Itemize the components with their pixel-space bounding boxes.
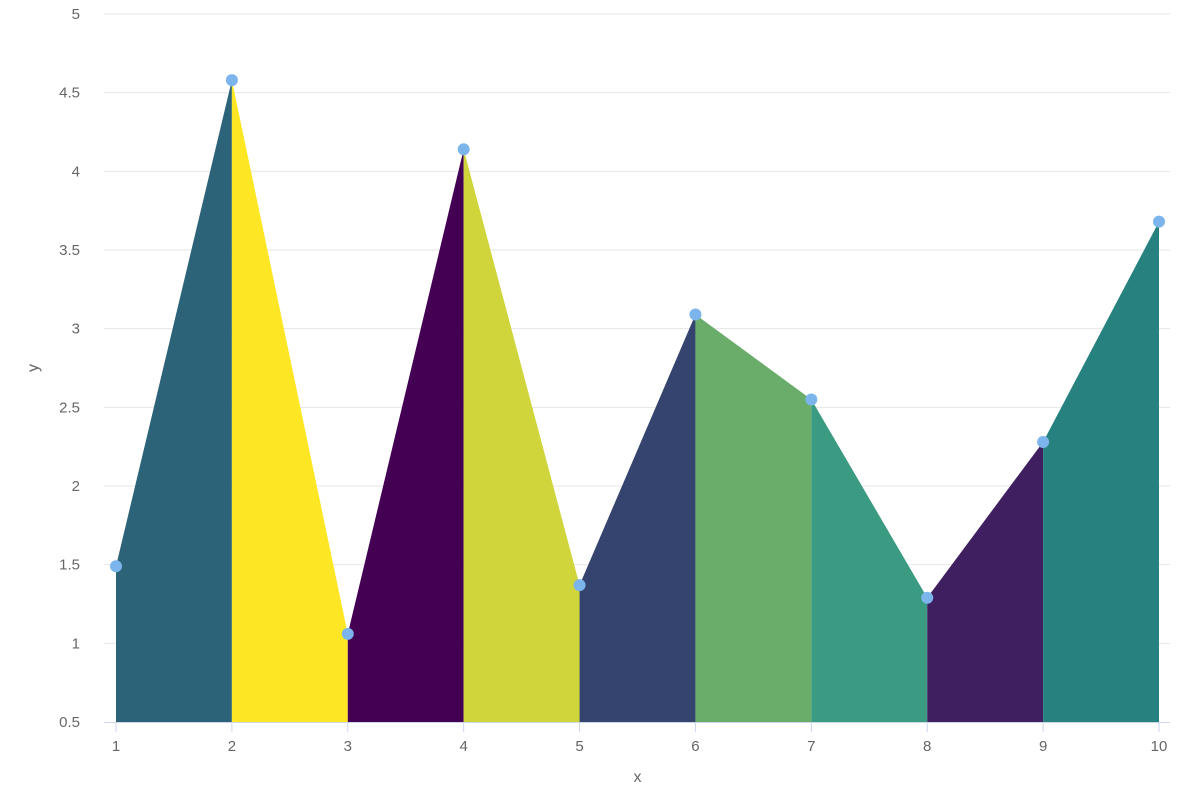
y-tick-label: 4.5 [59, 85, 80, 102]
x-tick-label: 3 [344, 738, 352, 755]
y-tick-label: 4 [72, 163, 80, 180]
area-segment [927, 441, 1044, 722]
y-tick-label: 3 [72, 321, 80, 338]
data-point[interactable] [1153, 215, 1165, 228]
area-segment [1043, 221, 1159, 722]
area-segment [579, 314, 696, 722]
data-point[interactable] [341, 627, 354, 640]
y-axis-title: y [25, 364, 42, 372]
y-tick-label: 1.5 [59, 557, 80, 574]
y-tick-label: 2.5 [59, 399, 80, 416]
x-axis-title: x [634, 769, 642, 786]
y-tick-label: 5 [72, 6, 80, 23]
x-tick-label: 1 [112, 738, 120, 755]
x-tick-label: 7 [807, 738, 815, 755]
area-segment [116, 80, 232, 722]
area-segment [695, 314, 812, 722]
y-tick-label: 2 [72, 478, 80, 495]
x-tick-label: 5 [575, 738, 583, 755]
data-point[interactable] [805, 393, 818, 406]
area-segment [463, 149, 580, 723]
x-tick-label: 9 [1039, 738, 1047, 755]
x-tick-label: 10 [1151, 738, 1168, 755]
data-markers [110, 74, 1165, 640]
area-segment [811, 399, 928, 722]
y-tick-label: 0.5 [59, 714, 80, 731]
area-segments [116, 80, 1159, 723]
data-point[interactable] [573, 579, 586, 592]
area-segment [347, 149, 464, 723]
x-axis-ticks: 1 2 3 4 5 6 7 8 9 10 [112, 722, 1168, 755]
y-tick-label: 3.5 [59, 242, 80, 259]
x-tick-label: 8 [923, 738, 931, 755]
data-point[interactable] [225, 74, 238, 87]
data-point[interactable] [689, 308, 702, 321]
area-segment [231, 80, 348, 722]
x-tick-label: 6 [691, 738, 699, 755]
y-axis-ticks: 0.5 1 1.5 2 2.5 3 3.5 4 4.5 5 [59, 6, 80, 731]
y-tick-label: 1 [72, 635, 80, 652]
x-tick-label: 2 [228, 738, 236, 755]
x-tick-label: 4 [459, 738, 467, 755]
data-point[interactable] [457, 143, 470, 156]
data-point[interactable] [921, 591, 934, 604]
data-point[interactable] [1037, 435, 1050, 448]
data-point[interactable] [110, 560, 122, 573]
